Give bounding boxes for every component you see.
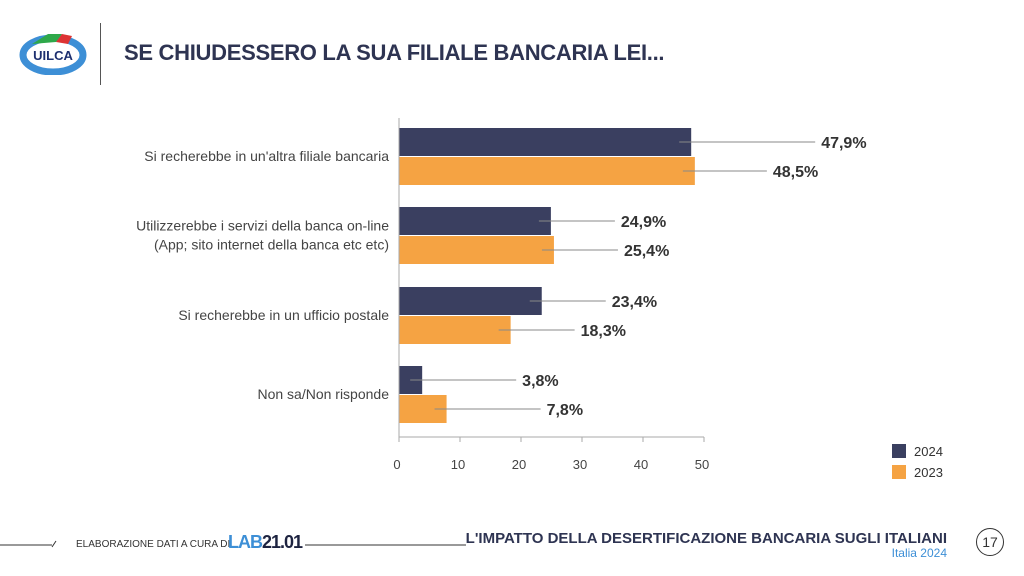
footer-credit: ELABORAZIONE DATI A CURA DI [76, 539, 231, 550]
x-tick-label: 0 [393, 457, 400, 472]
bar-2024 [399, 207, 551, 235]
x-tick-label: 30 [573, 457, 587, 472]
legend-swatch-2023 [892, 465, 906, 479]
x-tick-label: 20 [512, 457, 526, 472]
data-label: 18,3% [581, 323, 626, 340]
bar-2023 [399, 157, 695, 185]
data-label: 24,9% [621, 214, 666, 231]
logo-text: UILCA [33, 48, 73, 63]
x-tick-label: 10 [451, 457, 465, 472]
category-label: Non sa/Non risponde [257, 386, 389, 402]
data-label: 25,4% [624, 243, 669, 260]
lab-logo-b: 21.01 [262, 532, 303, 552]
category-label: Si recherebbe in un'altra filiale bancar… [144, 148, 389, 164]
category-label: Utilizzerebbe i servizi della banca on-l… [136, 218, 389, 234]
legend-label: 2024 [914, 444, 943, 459]
lab-logo-a: LAB [228, 532, 263, 552]
lab-logo: LAB21.01 [228, 532, 303, 553]
legend-swatch-2024 [892, 444, 906, 458]
category-label: (App; sito internet della banca etc etc) [154, 237, 389, 253]
x-tick-label: 50 [695, 457, 709, 472]
page-number: 17 [976, 528, 1004, 556]
data-label: 23,4% [612, 294, 657, 311]
category-label: Si recherebbe in un ufficio postale [178, 307, 389, 323]
page-title: SE CHIUDESSERO LA SUA FILIALE BANCARIA L… [124, 40, 665, 65]
x-tick-label: 40 [634, 457, 648, 472]
bar-2023 [399, 316, 511, 344]
bar-2024 [399, 287, 542, 315]
bar-2024 [399, 128, 692, 156]
footer-slash [51, 540, 57, 548]
data-label: 47,9% [821, 135, 866, 152]
data-label: 48,5% [773, 164, 818, 181]
legend-label: 2023 [914, 465, 943, 480]
bar-2023 [399, 236, 554, 264]
footer-subtitle: Italia 2024 [891, 546, 947, 560]
footer-title: L'IMPATTO DELLA DESERTIFICAZIONE BANCARI… [465, 530, 947, 547]
data-label: 3,8% [522, 373, 558, 390]
header-divider [100, 23, 101, 85]
data-label: 7,8% [547, 402, 583, 419]
uilca-logo: UILCA [19, 34, 87, 75]
